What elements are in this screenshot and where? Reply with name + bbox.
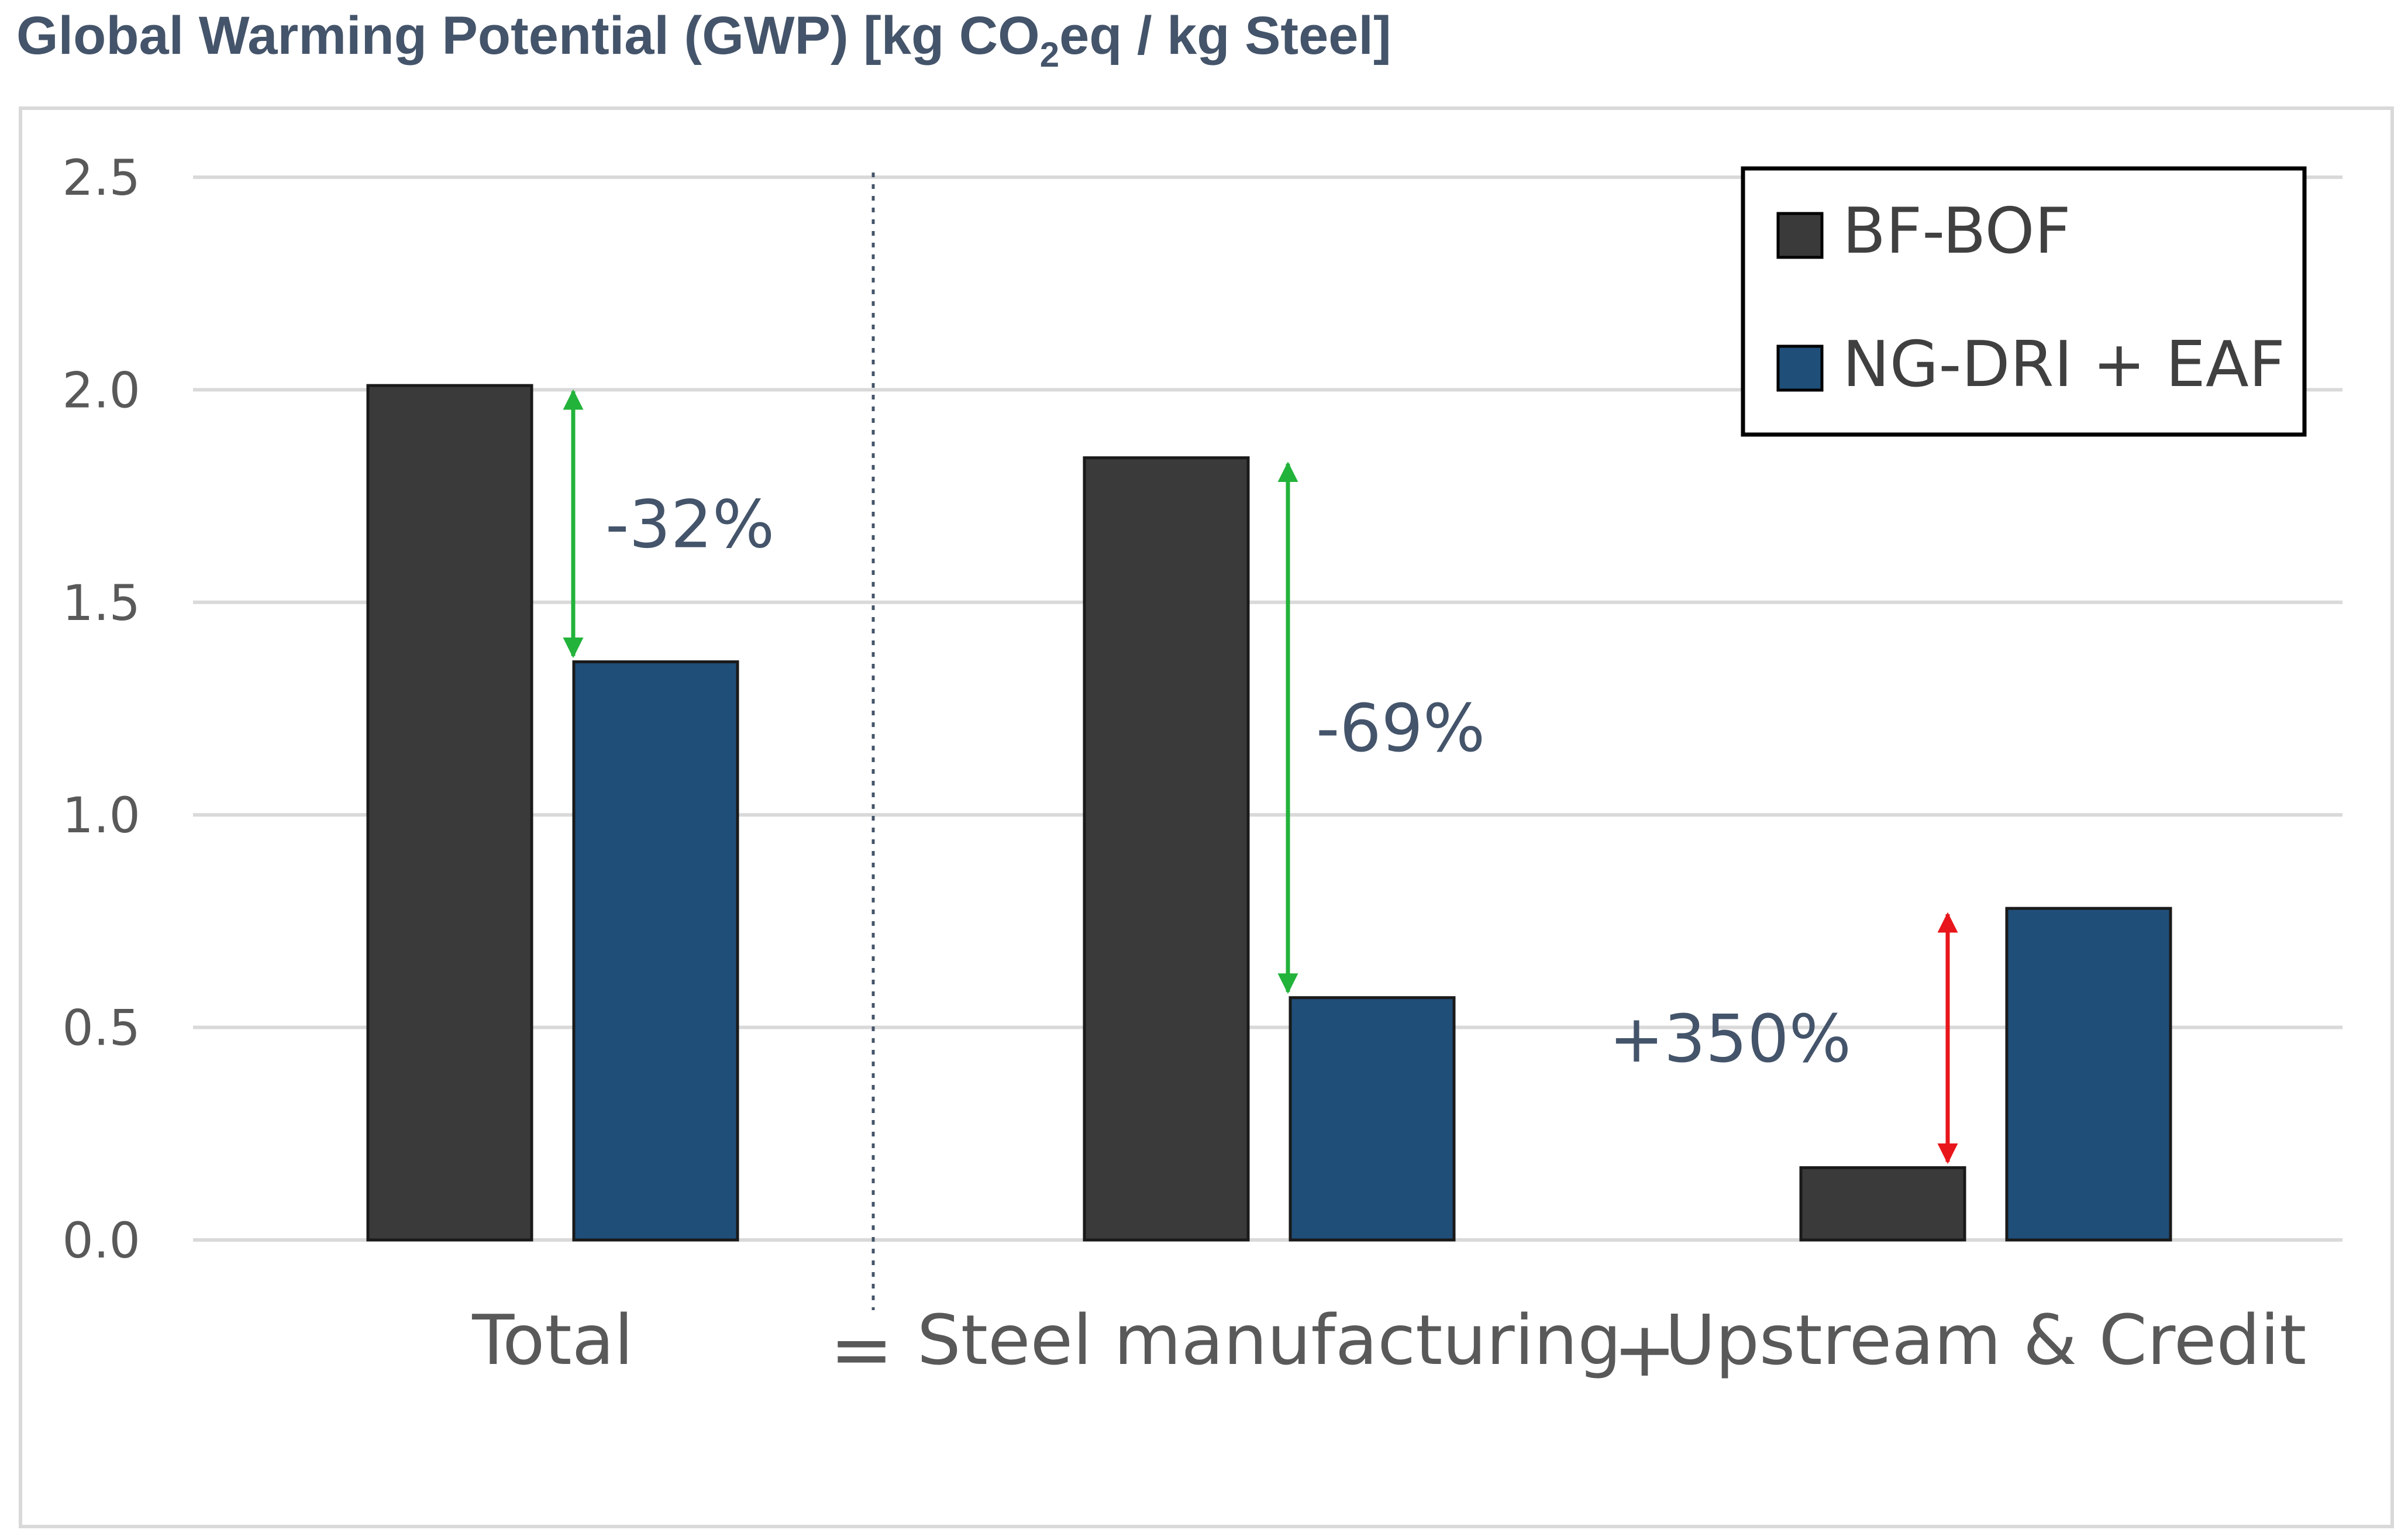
legend-swatch-bf-bof: [1776, 212, 1824, 259]
legend-box: [1741, 166, 2307, 437]
bar-bf-bof-2: [1799, 1166, 1966, 1242]
category-label: Total: [471, 1300, 633, 1380]
operator-label: +: [1613, 1305, 1677, 1394]
chart-title: Global Warming Potential (GWP) [kg CO2eq…: [16, 6, 1391, 74]
y-tick-label: 0.0: [62, 1212, 140, 1269]
y-tick-label: 2.5: [62, 149, 140, 206]
legend-label-bf-bof: BF-BOF: [1842, 195, 2071, 268]
bar-ng-dri-eaf-2: [2005, 907, 2172, 1242]
category-label: Upstream & Credit: [1665, 1300, 2307, 1380]
bar-ng-dri-eaf-0: [572, 660, 739, 1242]
y-tick-label: 2.0: [62, 361, 140, 419]
legend-label-ng-dri-eaf: NG-DRI + EAF: [1842, 328, 2285, 401]
change-label: -32%: [605, 487, 774, 563]
bar-bf-bof-0: [366, 384, 533, 1242]
change-label: +350%: [1609, 1001, 1851, 1077]
y-tick-label: 1.0: [62, 787, 140, 844]
legend-swatch-ng-dri-eaf: [1776, 344, 1824, 392]
change-label: -69%: [1316, 691, 1485, 767]
legend: BF-BOF NG-DRI + EAF: [1741, 166, 2307, 437]
operator-label: =: [830, 1305, 894, 1394]
category-label: Steel manufacturing: [917, 1300, 1621, 1380]
y-tick-label: 1.5: [62, 574, 140, 632]
bar-bf-bof-1: [1083, 456, 1250, 1242]
bar-ng-dri-eaf-1: [1289, 996, 1456, 1242]
y-tick-label: 0.5: [62, 1000, 140, 1057]
